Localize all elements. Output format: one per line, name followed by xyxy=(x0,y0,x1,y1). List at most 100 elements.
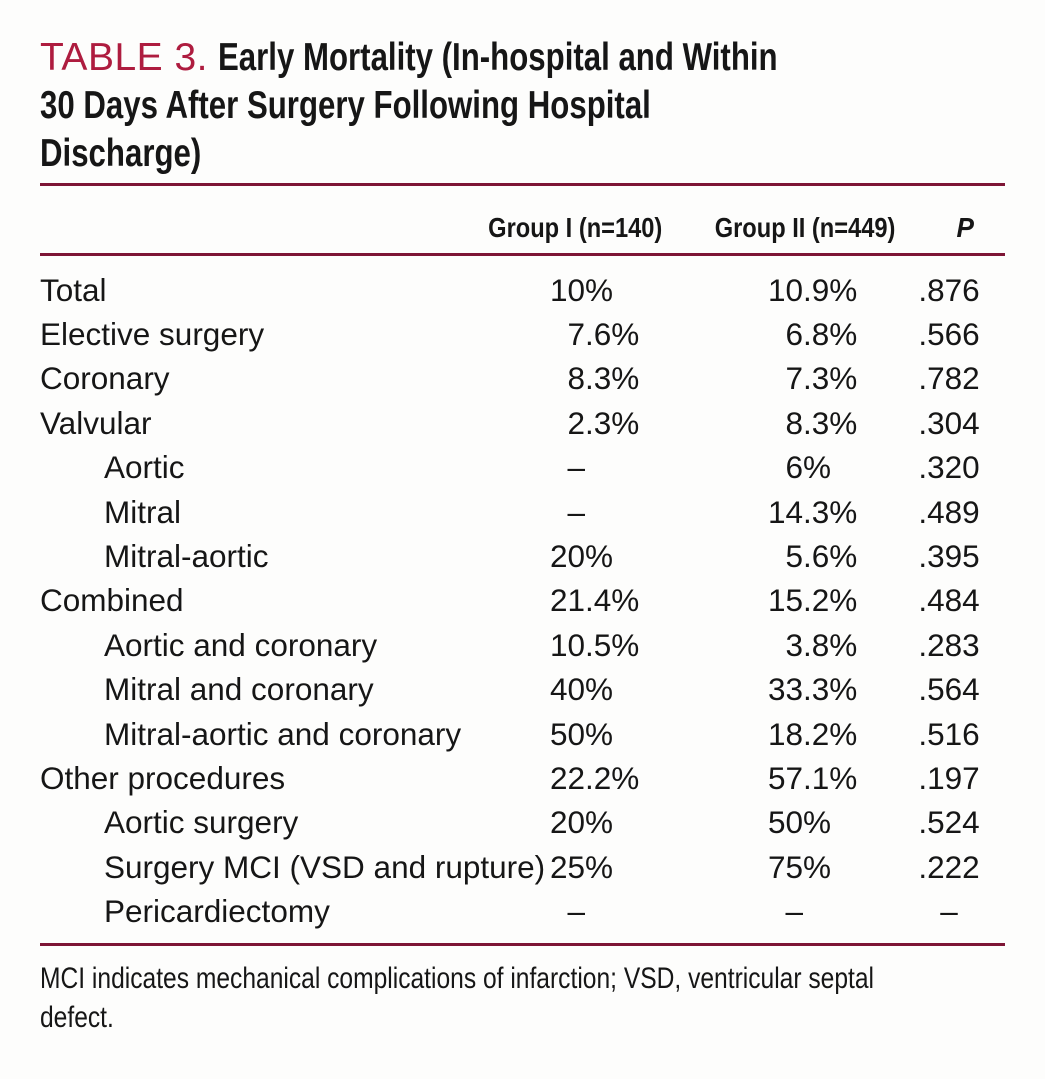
cell-group2-frac: .8% xyxy=(803,626,858,663)
table-row: Mitral-aortic and coronary 50% 18.2% .516 xyxy=(40,712,1005,756)
table-header-row: Group I (n=140) Group II (n=449) P xyxy=(40,186,1005,253)
cell-group2-frac: .3% xyxy=(803,360,858,397)
cell-group1-int: 22 xyxy=(549,759,585,796)
title-line-1: TABLE 3. Early Mortality (In-hospital and… xyxy=(40,34,1005,82)
cell-group2-frac: % xyxy=(803,848,832,885)
row-label: Coronary xyxy=(40,360,170,397)
cell-p-value: .876 xyxy=(918,271,980,308)
cell-group1: 50% xyxy=(500,716,675,753)
cell-group2: 7.3% xyxy=(675,360,893,397)
cell-p-value: .484 xyxy=(918,582,980,619)
cell-group2-int: 8 xyxy=(785,404,803,441)
cell-group1-int: 8 xyxy=(567,360,585,397)
cell-group1-frac: % xyxy=(585,848,614,885)
cell-group1-int: 20 xyxy=(549,538,585,575)
bottom-divider xyxy=(40,942,1005,946)
top-divider xyxy=(40,183,1005,186)
table-row: Elective surgery 7.6% 6.8% .566 xyxy=(40,312,1005,356)
cell-p-value: .516 xyxy=(918,715,980,752)
cell-group1-frac: .3% xyxy=(585,360,640,397)
title-line-2: 30 Days After Surgery Following Hospital xyxy=(40,82,1005,130)
table-row: Mitral – 14.3% .489 xyxy=(40,490,1005,534)
cell-group1-int: 25 xyxy=(549,848,585,885)
cell-group1: 25% xyxy=(500,849,675,886)
cell-group1-frac: .4% xyxy=(585,582,640,619)
footnote-line-1: MCI indicates mechanical complications o… xyxy=(40,961,875,995)
header-group1-label: Group I (n=140) xyxy=(487,212,663,243)
cell-group2: 33.3% xyxy=(675,671,893,708)
cell-p-value: .222 xyxy=(918,848,980,885)
header-p-label: P xyxy=(956,212,974,243)
cell-group1-frac: % xyxy=(585,715,614,752)
cell-group2: 6% xyxy=(675,449,893,486)
cell-group2-frac: .9% xyxy=(803,271,858,308)
cell-group1-frac: % xyxy=(585,804,614,841)
cell-group1: – xyxy=(500,494,675,531)
cell-group2: 14.3% xyxy=(675,494,893,531)
row-label: Mitral and coronary xyxy=(104,671,374,708)
cell-group2-int: 7 xyxy=(785,360,803,397)
table-row: Other procedures 22.2% 57.1% .197 xyxy=(40,756,1005,800)
title-text-2: 30 Days After Surgery Following Hospital xyxy=(40,84,651,127)
cell-group2-frac: % xyxy=(803,804,832,841)
cell-p-value: .489 xyxy=(918,493,980,530)
row-label: Mitral-aortic and coronary xyxy=(104,715,462,752)
cell-group2-frac: .3% xyxy=(803,404,858,441)
cell-group1-int: – xyxy=(567,449,585,486)
table-footnote: MCI indicates mechanical complications o… xyxy=(40,959,875,1037)
cell-group2: 57.1% xyxy=(675,760,893,797)
cell-group1: – xyxy=(500,893,675,930)
cell-group1: 20% xyxy=(500,804,675,841)
cell-group2-frac: .2% xyxy=(803,715,858,752)
cell-group2-int: – xyxy=(785,893,803,930)
cell-group1-int: – xyxy=(567,493,585,530)
header-group2: Group II (n=449) xyxy=(685,212,925,244)
cell-group2: 8.3% xyxy=(675,405,893,442)
cell-group1-int: 10 xyxy=(549,626,585,663)
table-row: Pericardiectomy – – – xyxy=(40,889,1005,933)
cell-group2: 50% xyxy=(675,804,893,841)
cell-group2-frac: % xyxy=(803,449,832,486)
cell-group2-int: 14 xyxy=(767,493,803,530)
cell-p-value: .564 xyxy=(918,671,980,708)
cell-p-value: .395 xyxy=(918,538,980,575)
cell-group2-int: 15 xyxy=(767,582,803,619)
row-label: Aortic surgery xyxy=(104,804,299,841)
table-row: Total 10% 10.9% .876 xyxy=(40,268,1005,312)
table-number-label: TABLE 3. xyxy=(40,36,209,79)
cell-group2: 75% xyxy=(675,849,893,886)
cell-group1-int: 40 xyxy=(549,671,585,708)
table-row: Valvular 2.3% 8.3% .304 xyxy=(40,401,1005,445)
row-label: Surgery MCI (VSD and rupture) xyxy=(104,848,546,885)
footnote-line-2: defect. xyxy=(40,1000,114,1034)
cell-group1: 22.2% xyxy=(500,760,675,797)
cell-group2-frac: .8% xyxy=(803,316,858,353)
row-label: Total xyxy=(40,271,107,308)
cell-p-value: .283 xyxy=(918,626,980,663)
cell-group1-frac: % xyxy=(585,271,614,308)
cell-p-value: .304 xyxy=(918,404,980,441)
table-row: Mitral and coronary 40% 33.3% .564 xyxy=(40,668,1005,712)
table-row: Coronary 8.3% 7.3% .782 xyxy=(40,357,1005,401)
cell-group2-int: 50 xyxy=(767,804,803,841)
cell-group1: 2.3% xyxy=(500,405,675,442)
header-p: P xyxy=(925,212,1005,244)
cell-p-value: .524 xyxy=(918,804,980,841)
cell-group2-int: 3 xyxy=(785,626,803,663)
cell-group2-int: 18 xyxy=(767,715,803,752)
cell-group2-int: 6 xyxy=(785,316,803,353)
cell-group1: 20% xyxy=(500,538,675,575)
table-row: Aortic and coronary 10.5% 3.8% .283 xyxy=(40,623,1005,667)
table-row: Combined 21.4% 15.2% .484 xyxy=(40,579,1005,623)
row-label: Other procedures xyxy=(40,759,286,796)
title-text-3: Discharge) xyxy=(40,132,202,175)
cell-group2: – xyxy=(675,893,893,930)
cell-group1-frac: .2% xyxy=(585,759,640,796)
cell-p-value: .197 xyxy=(918,759,980,796)
table-body: Total 10% 10.9% .876 Elective surgery 7.6% 6.8… xyxy=(40,256,1005,943)
cell-group2-int: 6 xyxy=(785,449,803,486)
cell-p-value: .320 xyxy=(918,449,980,486)
cell-p-value: – xyxy=(940,893,958,930)
cell-group2: 10.9% xyxy=(675,272,893,309)
